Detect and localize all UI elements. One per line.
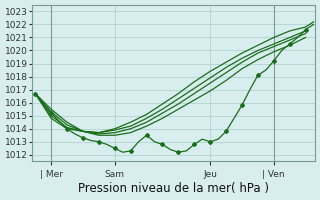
X-axis label: Pression niveau de la mer( hPa ): Pression niveau de la mer( hPa ): [78, 182, 269, 195]
